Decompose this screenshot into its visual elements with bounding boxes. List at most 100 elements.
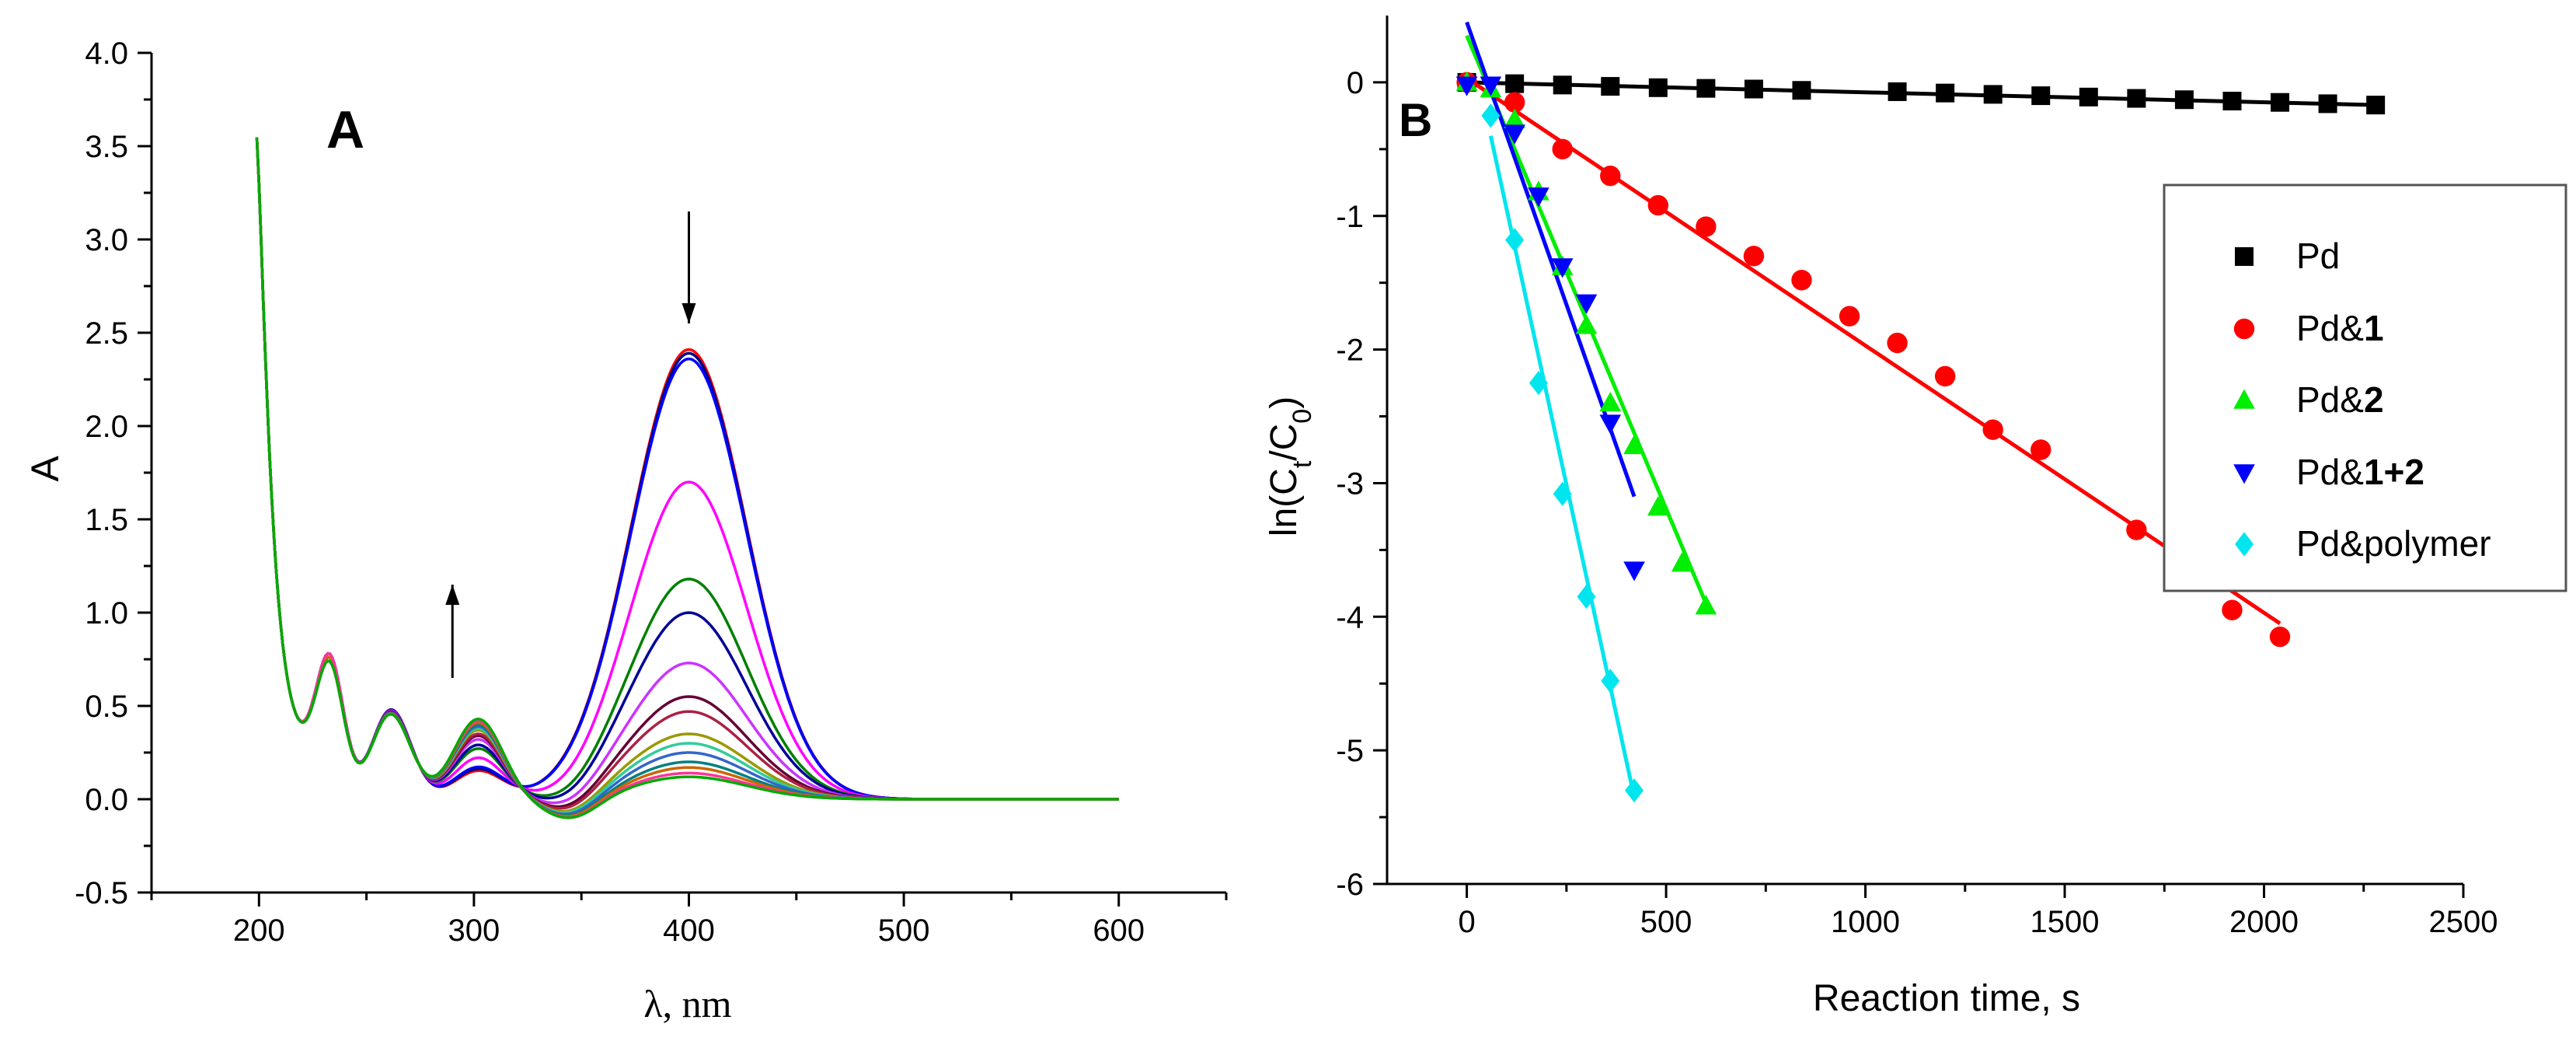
data-point-pd-1-2 <box>1599 414 1622 435</box>
panel-b-y-axis-label: ln(Ct/C0) <box>1264 396 1317 536</box>
panel-b-x-tick-label: 2500 <box>2429 905 2498 939</box>
data-point-pd <box>2318 94 2337 114</box>
data-point-pd <box>1983 85 2003 104</box>
panel-b-ticks: 0 500 1000 1500 2000 2500 0 -1 -2 -3 -4 -5 -6 <box>1336 66 2498 939</box>
data-point-pd <box>1601 77 1620 96</box>
data-point-pd <box>1936 83 1955 103</box>
data-point-pd <box>1792 81 1811 100</box>
panel-a-x-tick-label: 200 <box>233 913 285 948</box>
panel-a-y-tick-label: 1.0 <box>85 596 128 631</box>
data-point-pd <box>2366 96 2386 115</box>
data-point-pd-1 <box>1982 419 2003 440</box>
data-point-pd-1 <box>1696 216 1717 237</box>
panel-b-y-tick-label: -6 <box>1336 868 1364 902</box>
legend-marker <box>2233 464 2255 484</box>
panel-a-y-tick-label: 4.0 <box>85 37 128 71</box>
legend-markers <box>2233 247 2255 557</box>
data-point-pd <box>1648 78 1668 97</box>
data-point-pd-1 <box>1504 92 1525 113</box>
data-point-pd <box>1696 79 1716 98</box>
panel-b-y-tick-label: -5 <box>1336 734 1364 768</box>
panel-a: 200 300 400 500 600 -0.5 0.0 0.5 1.0 1.5 2.0 2.5 3.0… <box>23 37 1228 1025</box>
arrow-down-icon <box>681 303 696 323</box>
legend-marker <box>2235 247 2254 266</box>
legend-marker <box>2233 318 2255 340</box>
panel-b-x-tick-label: 500 <box>1640 905 1692 939</box>
panel-a-x-axis-label: λ, nm <box>643 982 731 1025</box>
data-point-pd-polymer <box>1577 584 1596 610</box>
legend-label-pd: Pd <box>2296 236 2340 276</box>
panel-a-y-tick-label: 0.5 <box>85 690 128 724</box>
data-point-pd <box>2222 91 2242 110</box>
data-point-pd-polymer <box>1601 669 1620 693</box>
data-point-pd-2 <box>1504 108 1525 128</box>
panel-b-label: B <box>1399 94 1432 146</box>
panel-b-y-tick-label: 0 <box>1347 66 1364 100</box>
data-point-pd-polymer <box>1481 103 1501 128</box>
data-point-pd-1 <box>1887 332 1908 354</box>
data-point-pd-1-2 <box>1504 124 1525 145</box>
data-point-pd <box>2031 86 2051 106</box>
panel-b: 0 500 1000 1500 2000 2500 0 -1 -2 -3 -4 -5 -6 B Reac… <box>1264 16 2567 1019</box>
panel-a-y-tick-label: 0.0 <box>85 783 128 817</box>
data-point-pd <box>2127 89 2146 108</box>
legend-label-pd-1-2: Pd&1+2 <box>2296 452 2424 492</box>
panel-b-x-tick-label: 0 <box>1458 905 1475 939</box>
data-point-pd-1 <box>1743 246 1765 267</box>
data-point-pd-2 <box>1671 552 1693 572</box>
panel-b-x-tick-label: 1500 <box>2030 905 2100 939</box>
panel-b-y-label-part-5: ) <box>1264 396 1305 409</box>
panel-b-x-axis-label: Reaction time, s <box>1813 978 2080 1019</box>
panel-a-y-tick-label: 1.5 <box>85 503 128 537</box>
data-point-pd-1 <box>1839 306 1860 327</box>
data-point-pd-1-2 <box>1528 187 1549 208</box>
panel-b-data-points <box>1455 71 2386 803</box>
data-point-pd-1-2 <box>1623 561 1645 582</box>
data-point-pd <box>1744 79 1763 99</box>
panel-a-ticks: 200 300 400 500 600 -0.5 0.0 0.5 1.0 1.5 2.0 2.5 3.0… <box>75 37 1228 948</box>
data-point-pd-2 <box>1623 434 1645 455</box>
data-point-pd-1 <box>2030 439 2051 460</box>
legend-marker <box>2235 532 2254 557</box>
data-point-pd <box>1505 74 1525 93</box>
panel-b-x-tick-label: 2000 <box>2229 905 2299 939</box>
panel-b-y-tick-label: -1 <box>1336 200 1364 234</box>
panel-a-x-tick-label: 500 <box>878 913 930 948</box>
data-point-pd-polymer <box>1625 778 1644 803</box>
panel-a-label: A <box>326 100 364 159</box>
panel-a-y-tick-label: 3.5 <box>85 130 128 164</box>
data-point-pd-1-2 <box>1551 258 1574 278</box>
legend-label-pd-2: Pd&2 <box>2296 379 2384 420</box>
data-point-pd-1 <box>1647 194 1669 216</box>
panel-b-y-label-part-1: ln(C <box>1264 468 1305 536</box>
data-point-pd <box>2271 93 2290 112</box>
data-point-pd-1 <box>1791 270 1812 291</box>
panel-a-x-tick-label: 300 <box>448 913 500 948</box>
panel-a-x-tick-label: 400 <box>663 913 715 948</box>
fit-line-pd-1 <box>1466 76 2281 625</box>
data-point-pd-1 <box>2269 626 2291 648</box>
panel-a-y-tick-label: -0.5 <box>75 876 128 910</box>
legend-label-pd-1: Pd&1 <box>2296 308 2384 348</box>
legend-marker <box>2233 389 2255 409</box>
data-point-pd-polymer <box>1505 228 1525 253</box>
data-point-pd-2 <box>1575 314 1598 334</box>
panel-b-y-label-part-3: /C <box>1264 424 1305 461</box>
panel-b-y-tick-label: -2 <box>1336 334 1364 368</box>
data-point-pd-polymer <box>1553 481 1572 506</box>
panel-a-y-axis-label: A <box>23 456 67 482</box>
data-point-pd-1-2 <box>1575 294 1598 314</box>
data-point-pd-1-2 <box>1455 76 1478 96</box>
arrow-up-icon <box>445 585 460 605</box>
data-point-pd-1-2 <box>1480 76 1502 96</box>
data-point-pd-1 <box>2126 519 2147 540</box>
data-point-pd-2 <box>1647 495 1669 516</box>
panel-b-y-label-subscript-t: t <box>1288 460 1317 468</box>
data-point-pd-1 <box>1600 166 1621 187</box>
panel-a-y-tick-label: 2.5 <box>85 316 128 351</box>
data-point-pd <box>1553 75 1572 95</box>
panel-a-x-tick-label: 600 <box>1093 913 1145 948</box>
data-point-pd-polymer <box>1529 370 1548 396</box>
panel-b-x-tick-label: 1000 <box>1831 905 1900 939</box>
data-point-pd-2 <box>1599 391 1622 412</box>
